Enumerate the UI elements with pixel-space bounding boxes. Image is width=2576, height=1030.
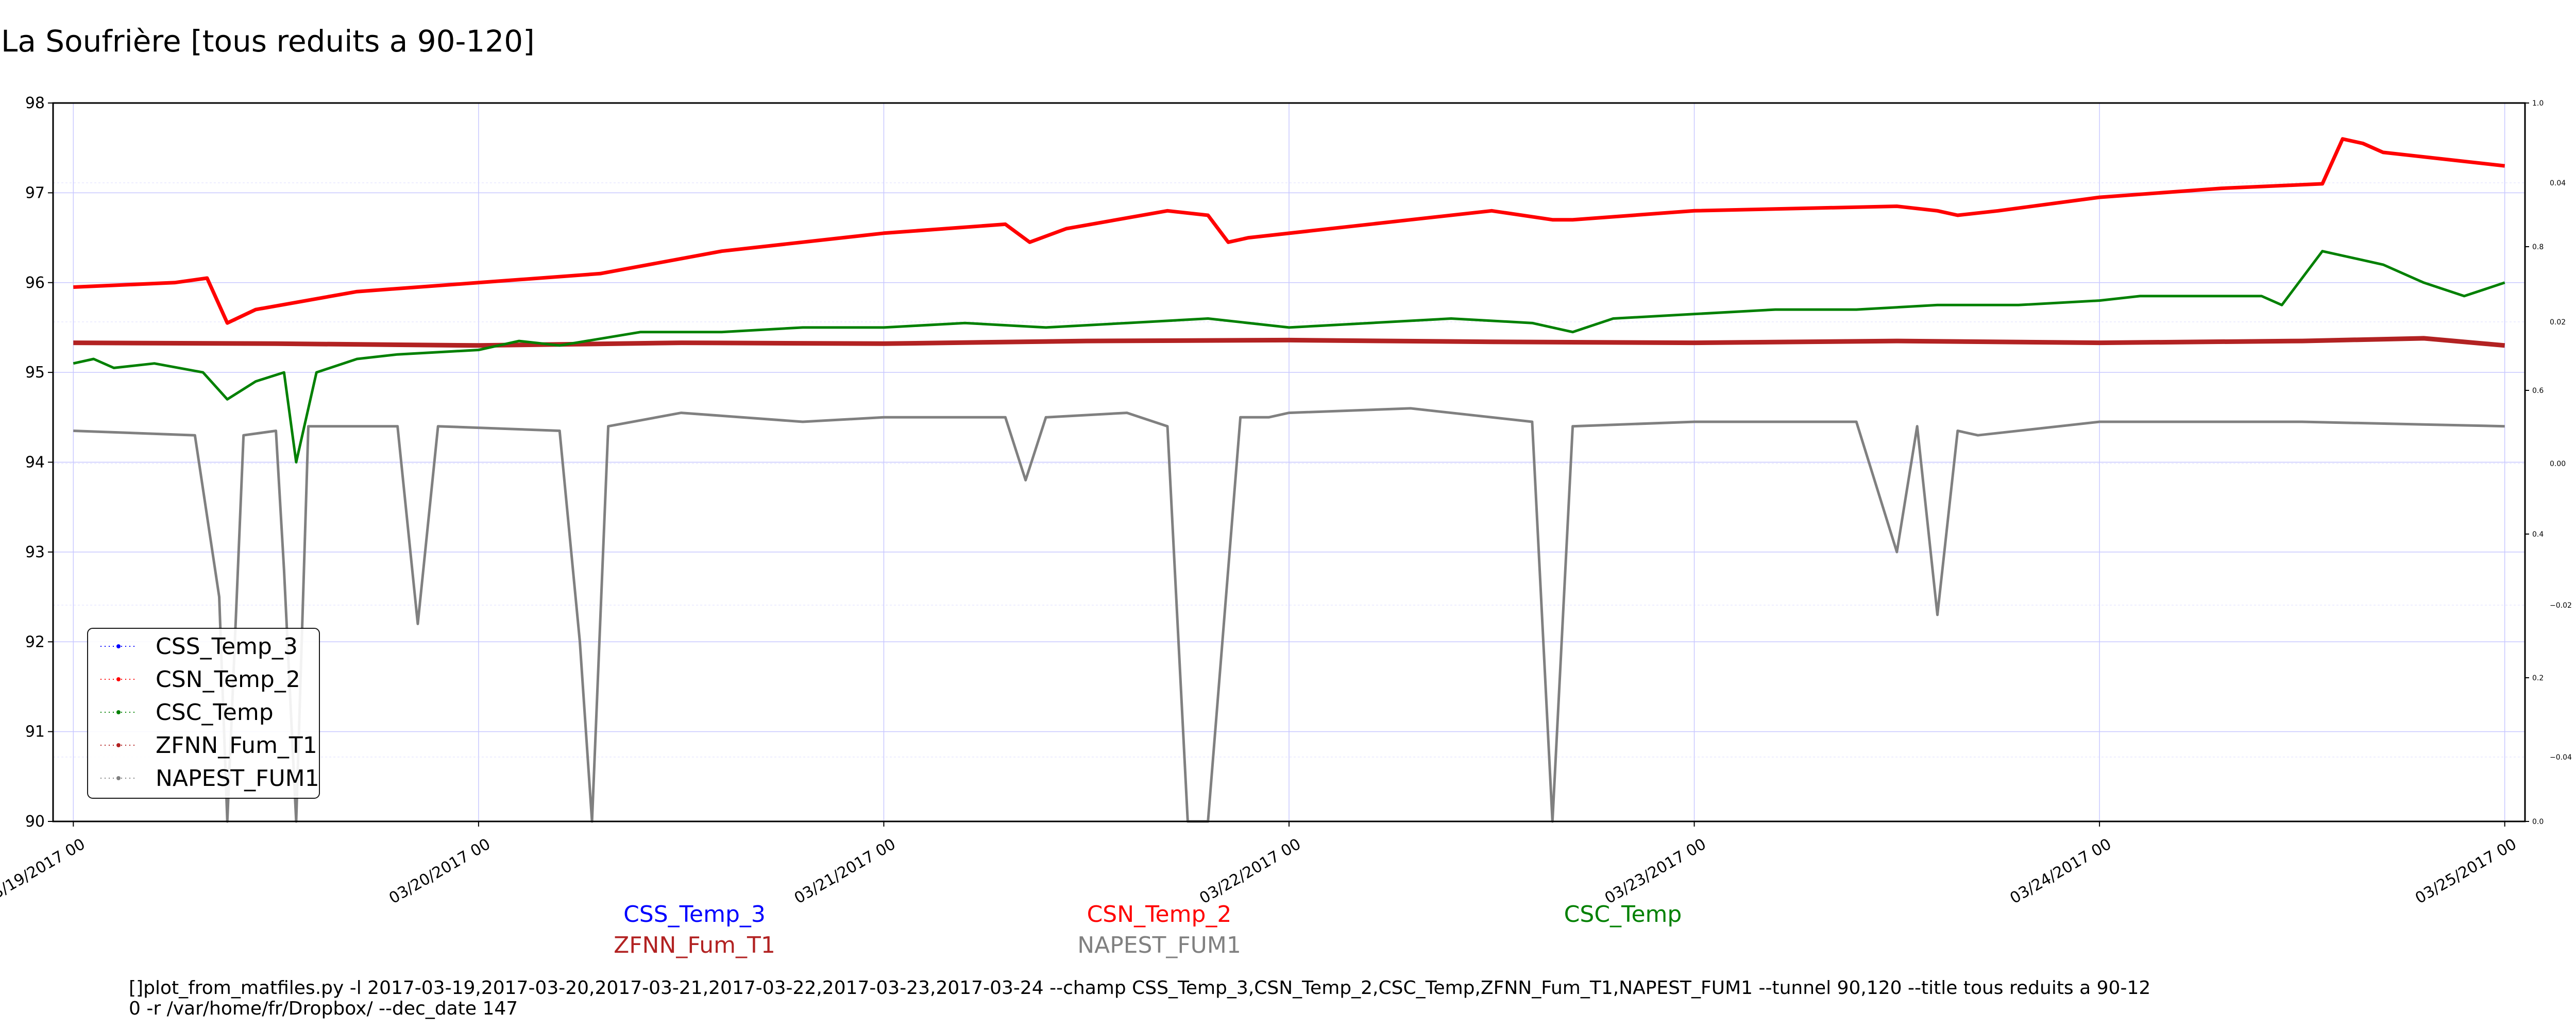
y-tick-label: 96 bbox=[25, 274, 45, 292]
x-axis: 03/19/2017 00 03/20/2017 00 03/21/2017 00 0… bbox=[0, 821, 2520, 907]
y-axis: 90 91 92 93 94 95 96 97 98 bbox=[25, 94, 53, 831]
legend-label-csc-temp: CSC_Temp bbox=[156, 699, 274, 726]
legend: CSS_Temp_3 CSN_Temp_2 CSC_Temp ZFNN_Fum_T1 N… bbox=[87, 628, 320, 799]
legend-label-zfnn-fum-t1: ZFNN_Fum_T1 bbox=[156, 732, 317, 759]
footer-label-napest-fum1: NAPEST_FUM1 bbox=[1077, 932, 1241, 958]
y-tick-label: 92 bbox=[25, 633, 45, 651]
footer-label-zfnn-fum-t1: ZFNN_Fum_T1 bbox=[614, 932, 775, 958]
x-tick-label: 03/25/2017 00 bbox=[2412, 835, 2520, 908]
y-tick-label: 90 bbox=[25, 813, 45, 831]
footer-label-csc-temp: CSC_Temp bbox=[1564, 901, 1682, 928]
series-line-zfnn-fum-t1 bbox=[73, 336, 2505, 348]
footer-label-css-temp-3: CSS_Temp_3 bbox=[623, 901, 766, 928]
x-tick-label: 03/19/2017 00 bbox=[0, 835, 88, 908]
right-tick-label: 0.6 bbox=[2532, 387, 2544, 395]
legend-dot-napest-fum1 bbox=[116, 776, 121, 780]
legend-label-napest-fum1: NAPEST_FUM1 bbox=[156, 765, 319, 792]
right-minor-tick-label: −0.02 bbox=[2550, 602, 2572, 610]
x-tick-label: 03/21/2017 00 bbox=[791, 835, 899, 908]
legend-dot-csn-temp-2 bbox=[116, 677, 121, 681]
footer-series-labels: CSS_Temp_3 CSN_Temp_2 CSC_Temp ZFNN_Fum_… bbox=[614, 901, 1682, 958]
y-tick-label: 95 bbox=[25, 364, 45, 382]
legend-label-csn-temp-2: CSN_Temp_2 bbox=[156, 666, 300, 693]
command-line-2: 0 -r /var/home/fr/Dropbox/ --dec_date 14… bbox=[129, 998, 518, 1019]
legend-label-css-temp-3: CSS_Temp_3 bbox=[156, 633, 298, 660]
right-tick-label: 0.0 bbox=[2532, 818, 2544, 826]
right-axis: 0.0 0.2 0.4 0.6 0.8 1.0 −0.04 −0.02 0.00 0.02 0.04 bbox=[2525, 99, 2572, 826]
series-lines bbox=[73, 137, 2505, 823]
right-tick-label: 1.0 bbox=[2532, 99, 2544, 108]
x-tick-label: 03/22/2017 00 bbox=[1196, 835, 1304, 908]
x-tick-label: 03/24/2017 00 bbox=[2007, 835, 2115, 908]
right-minor-tick-label: 0.00 bbox=[2550, 460, 2566, 468]
legend-dot-css-temp-3 bbox=[116, 644, 121, 648]
right-minor-tick-label: 0.02 bbox=[2550, 318, 2566, 327]
y-tick-label: 97 bbox=[25, 184, 45, 202]
footer-label-csn-temp-2: CSN_Temp_2 bbox=[1087, 901, 1232, 928]
right-minor-tick-label: 0.04 bbox=[2550, 179, 2566, 187]
y-tick-label: 94 bbox=[25, 454, 45, 472]
x-tick-label: 03/23/2017 00 bbox=[1602, 835, 1709, 908]
y-tick-label: 98 bbox=[25, 94, 45, 112]
legend-box bbox=[87, 628, 320, 799]
legend-dot-zfnn-fum-t1 bbox=[116, 743, 121, 747]
right-tick-label: 0.4 bbox=[2532, 530, 2544, 539]
series-line-csn-temp-2 bbox=[73, 137, 2505, 325]
right-tick-label: 0.2 bbox=[2532, 674, 2544, 682]
y-tick-label: 93 bbox=[25, 543, 45, 561]
grid-lines bbox=[53, 102, 2525, 822]
command-line-1: []plot_from_matfiles.py -l 2017-03-19,20… bbox=[129, 977, 2150, 999]
x-tick-label: 03/20/2017 00 bbox=[386, 835, 494, 908]
right-tick-label: 0.8 bbox=[2532, 243, 2544, 251]
chart-title: La Soufrière [tous reduits a 90-120] bbox=[1, 24, 535, 59]
series-line-csc-temp bbox=[73, 250, 2505, 464]
legend-dot-csc-temp bbox=[116, 710, 121, 714]
y-tick-label: 91 bbox=[25, 723, 45, 741]
right-minor-tick-label: −0.04 bbox=[2550, 753, 2572, 762]
